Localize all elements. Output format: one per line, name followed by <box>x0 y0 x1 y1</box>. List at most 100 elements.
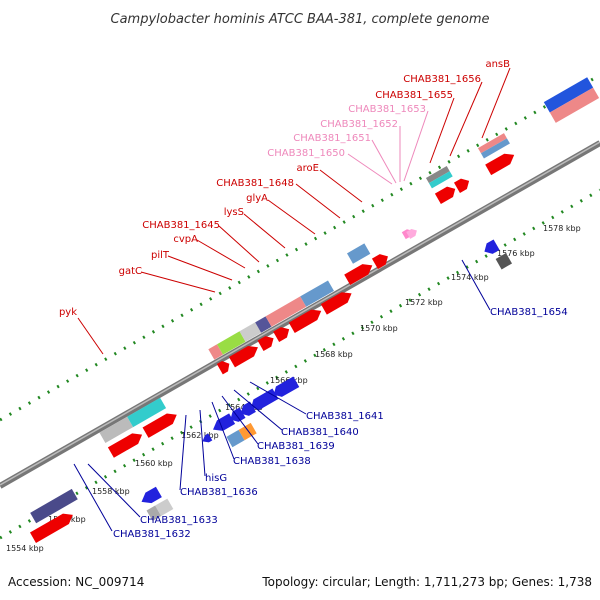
leader-hisG <box>199 409 206 477</box>
cog-block <box>239 322 262 342</box>
cds-arrow <box>485 153 515 176</box>
gene-label-1638: CHAB381_1638 <box>233 456 311 467</box>
leader-1654 <box>461 259 491 311</box>
cog-block <box>495 253 513 270</box>
cog-block <box>477 133 507 154</box>
gene-label-1654: CHAB381_1654 <box>490 307 568 318</box>
genome-backbone-highlight <box>0 141 600 486</box>
genome-backbone <box>0 140 600 489</box>
cds-arrow <box>453 178 470 194</box>
leader-cvpA <box>196 239 246 269</box>
gene-label-1651: CHAB381_1651 <box>293 133 371 144</box>
inner-dotted-track <box>0 188 600 540</box>
leader-glyA <box>267 199 316 235</box>
label-leaders <box>73 67 511 532</box>
tick-1570: 1570 kbp <box>360 324 398 333</box>
gene-label-1640: CHAB381_1640 <box>281 427 359 438</box>
cog-block <box>146 505 162 521</box>
leader-1632 <box>73 463 113 532</box>
pseudo-gene-arrow <box>406 228 417 239</box>
cog-block <box>265 296 307 327</box>
tick-1572: 1572 kbp <box>405 298 443 307</box>
leader-gatC <box>140 271 216 293</box>
cog-block <box>347 243 371 264</box>
gene-label-1636: CHAB381_1636 <box>180 487 258 498</box>
cds-arrow-reverse <box>273 376 300 397</box>
map-title: Campylobacter hominis ATCC BAA-381, comp… <box>111 12 490 27</box>
cog-block <box>425 166 450 184</box>
cog-block <box>543 77 594 113</box>
tick-1574: 1574 kbp <box>451 273 489 282</box>
leader-1636 <box>179 414 187 491</box>
gene-label-1648: CHAB381_1648 <box>216 178 294 189</box>
gene-label-pyk: pyk <box>59 307 77 318</box>
cds-arrow <box>257 336 274 351</box>
tick-1576: 1576 kbp <box>497 249 535 258</box>
cds-arrow <box>320 292 352 315</box>
gene-label-cvpA: cvpA <box>173 234 198 245</box>
gene-label-1639: CHAB381_1639 <box>257 441 335 452</box>
leader-lysS <box>243 213 286 249</box>
cog-block <box>208 344 223 360</box>
leader-1640 <box>233 389 283 431</box>
gene-label-pilT: pilT <box>151 250 170 261</box>
tick-1562: 1562 kbp <box>181 431 219 440</box>
cog-block <box>99 416 134 444</box>
leader-1653 <box>403 110 429 182</box>
leader-ansB <box>481 67 511 139</box>
leader-pyk <box>77 317 104 355</box>
tick-1578: 1578 kbp <box>543 224 581 233</box>
tick-1560: 1560 kbp <box>135 459 173 468</box>
gene-label-1656: CHAB381_1656 <box>403 74 481 85</box>
cog-block <box>127 397 167 428</box>
cog-block <box>480 138 510 159</box>
cog-block <box>30 488 78 524</box>
tick-1554: 1554 kbp <box>6 544 44 553</box>
cds-arrow-reverse <box>213 413 236 431</box>
leader-1650 <box>347 153 393 185</box>
leader-1633 <box>87 463 141 518</box>
leader-pilT <box>167 255 233 281</box>
cds-arrow-reverse <box>484 239 500 254</box>
cds-arrow <box>107 433 143 458</box>
tick-1558: 1558 kbp <box>92 487 130 496</box>
leader-1641 <box>249 381 307 415</box>
cog-block <box>300 280 334 307</box>
cog-block <box>238 422 257 441</box>
leader-1648 <box>295 183 341 219</box>
cog-block <box>255 316 272 333</box>
cog-block <box>428 171 453 189</box>
gene-label-ansB: ansB <box>485 59 510 70</box>
gene-label-1633: CHAB381_1633 <box>140 515 218 526</box>
cds-arrow <box>142 413 177 438</box>
gene-label-glyA: glyA <box>246 193 268 204</box>
cds-arrow <box>288 309 322 334</box>
cds-arrow <box>29 513 73 543</box>
tick-1568: 1568 kbp <box>315 350 353 359</box>
gene-label-1645: CHAB381_1645 <box>142 220 220 231</box>
leader-1651 <box>371 139 397 184</box>
leader-1638 <box>211 401 235 460</box>
gene-label-1632: CHAB381_1632 <box>113 529 191 540</box>
gene-label-gatC: gatC <box>119 266 142 277</box>
reverse-gene-labels: CHAB381_1632 CHAB381_1633 CHAB381_1636 h… <box>113 307 568 540</box>
leader-aroE <box>319 169 363 203</box>
pseudo-gene-labels: CHAB381_1650 CHAB381_1651 CHAB381_1652 C… <box>267 104 426 159</box>
gene-label-hisG: hisG <box>205 473 227 484</box>
cds-arrow <box>344 264 373 285</box>
cds-arrow-reverse <box>202 433 213 443</box>
cds-arrow <box>216 360 230 375</box>
outer-dotted-track <box>0 73 600 422</box>
cds-arrow <box>434 186 456 204</box>
cds-arrow <box>273 327 290 342</box>
cog-block <box>217 331 246 355</box>
gene-label-lysS: lysS <box>224 207 244 218</box>
gene-label-1650: CHAB381_1650 <box>267 148 345 159</box>
cds-arrow <box>371 254 388 270</box>
gene-label-1653: CHAB381_1653 <box>348 104 426 115</box>
leader-1639 <box>221 395 259 445</box>
gene-label-aroE: aroE <box>297 163 319 174</box>
leader-1645 <box>218 225 260 263</box>
leader-1656 <box>449 81 483 157</box>
